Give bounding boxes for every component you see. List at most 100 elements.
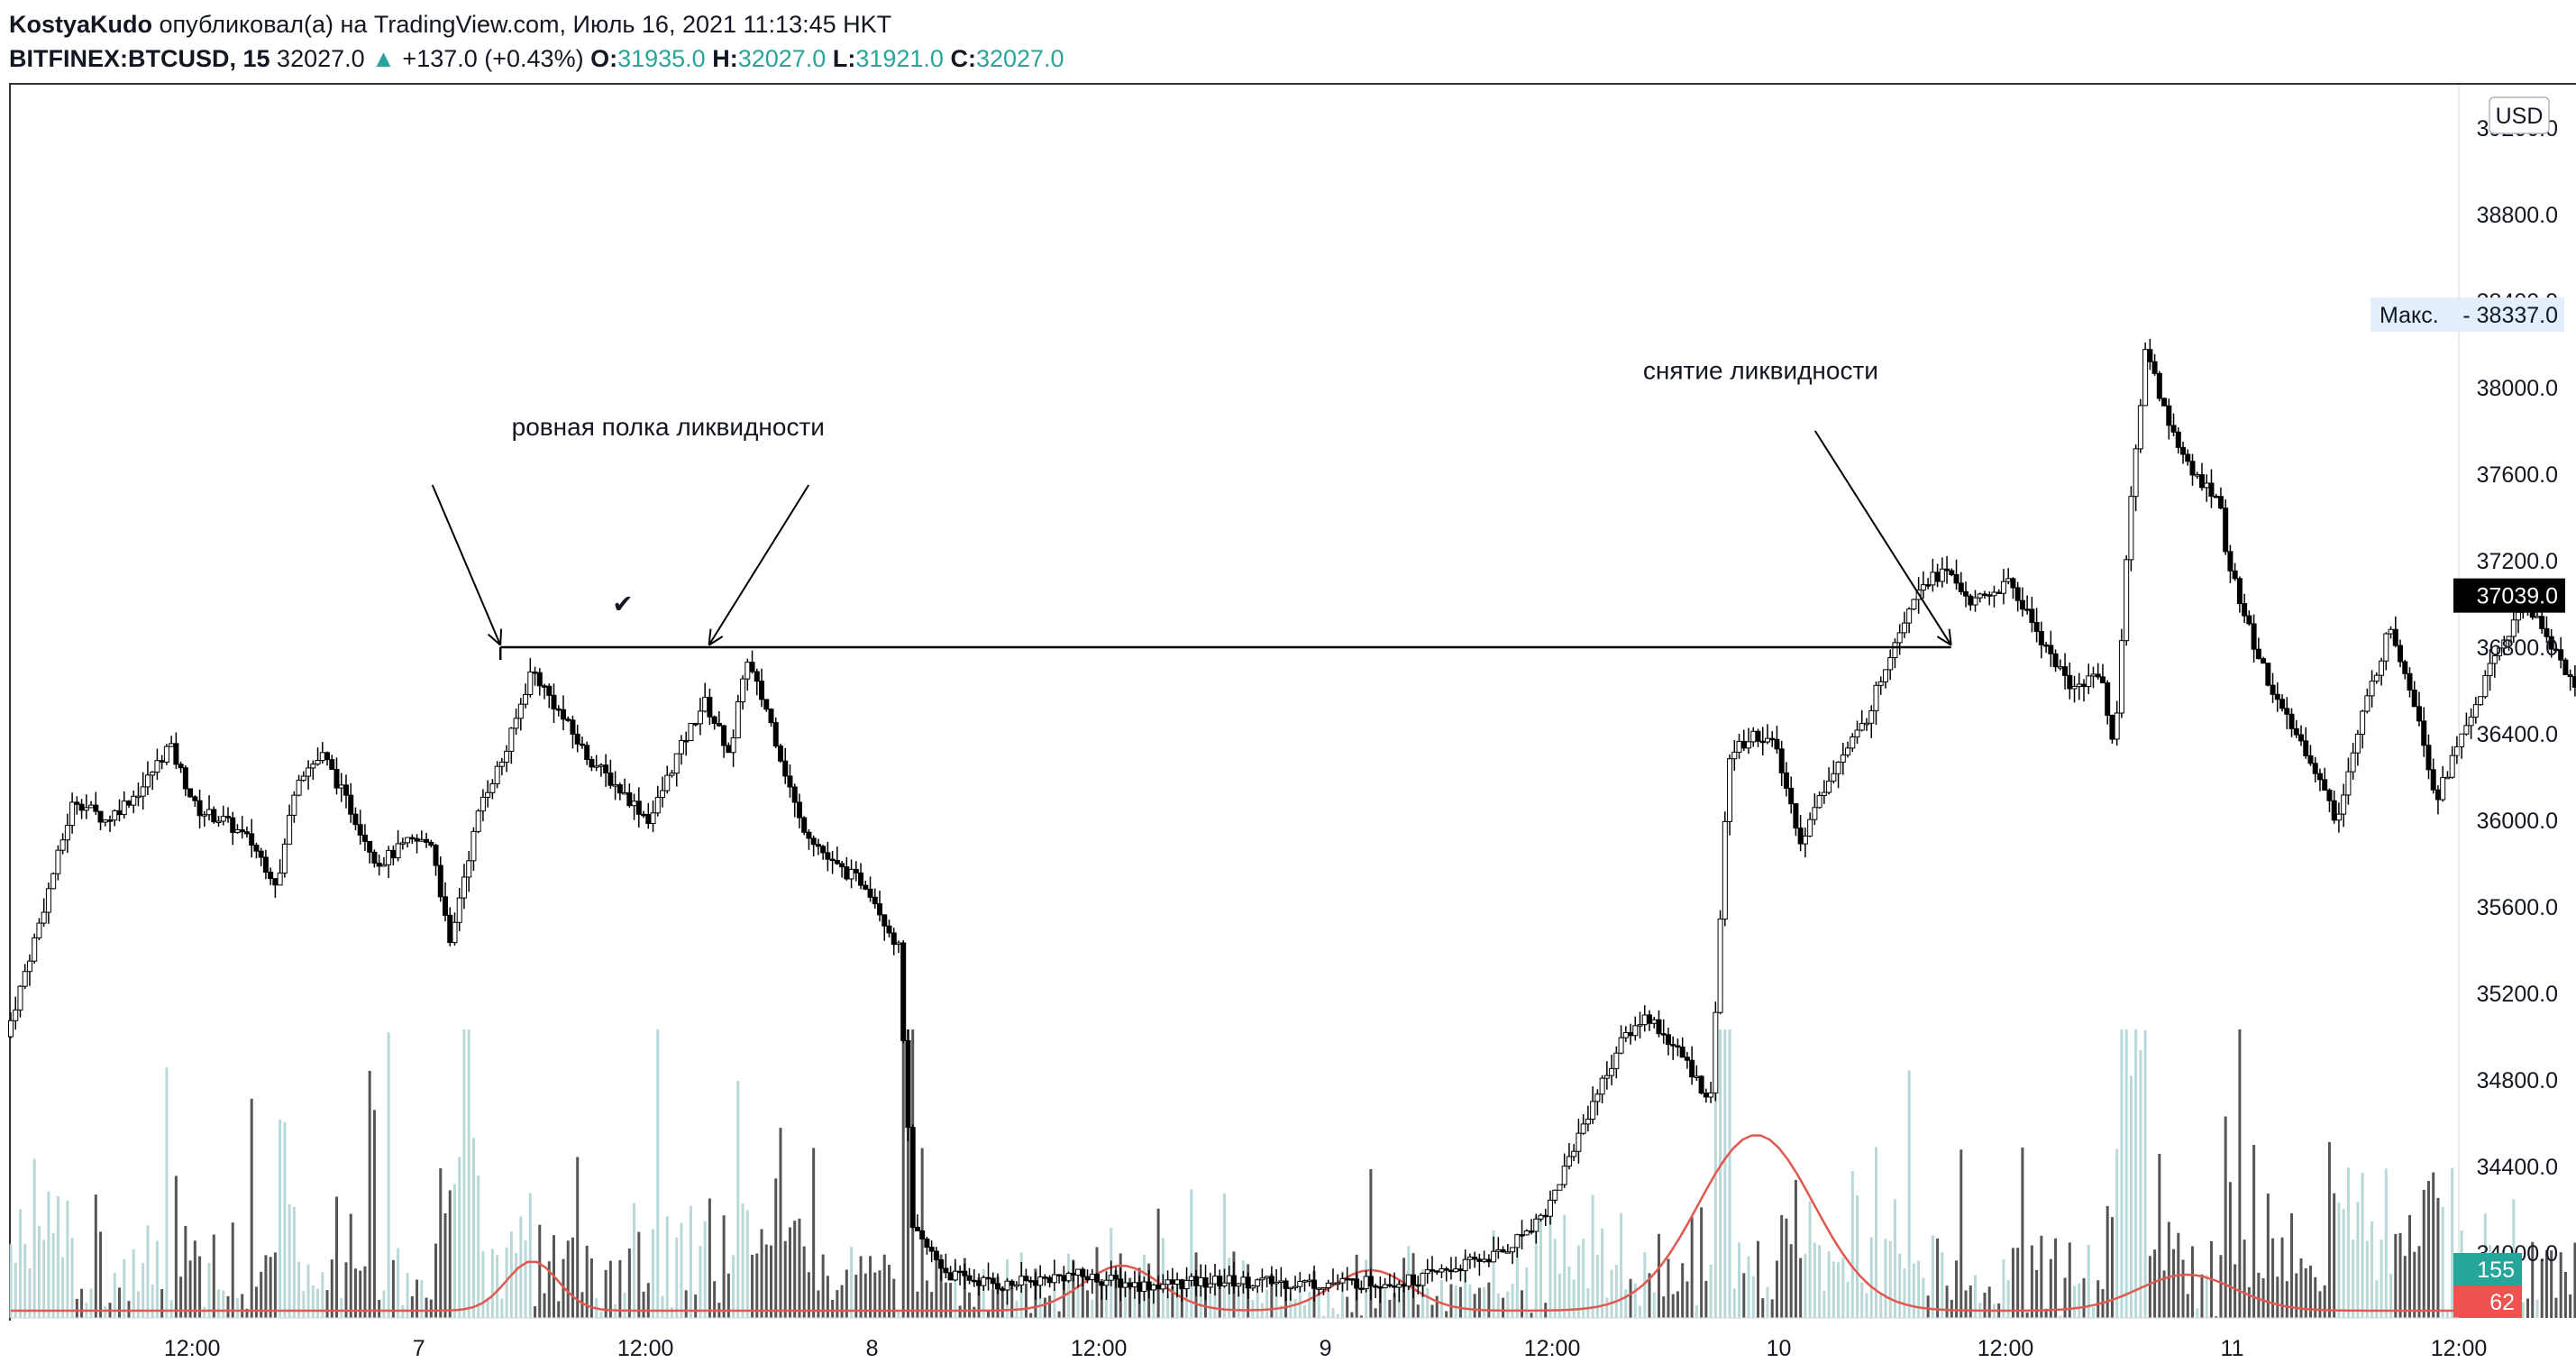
candle-body — [2411, 689, 2417, 708]
candle-body — [1802, 835, 1808, 845]
volume-bar — [1156, 1208, 1160, 1318]
volume-bar — [344, 1262, 348, 1318]
candle-body — [494, 765, 500, 784]
volume-bar — [1539, 1212, 1542, 1318]
volume-bar — [458, 1157, 461, 1318]
change-value: +137.0 (+0.43%) — [402, 45, 584, 72]
volume-bar — [2295, 1273, 2298, 1318]
time-tick-label: 8 — [866, 1336, 879, 1361]
volume-bar — [2394, 1233, 2398, 1318]
candle-body — [2407, 672, 2413, 691]
candle-body — [1056, 1274, 1063, 1276]
author-name[interactable]: KostyaKudo — [9, 11, 153, 38]
volume-bar — [32, 1158, 36, 1318]
candle-body — [2128, 496, 2134, 561]
volume-bar — [1359, 1315, 1363, 1318]
volume-bar — [670, 1307, 673, 1318]
volume-bar — [231, 1222, 234, 1318]
volume-bar — [104, 1306, 107, 1318]
candle-body — [2350, 752, 2356, 773]
volume-badge-label: 62 — [2489, 1290, 2515, 1315]
volume-bar — [179, 1276, 183, 1318]
volume-bar — [2162, 1270, 2166, 1318]
candle-body — [2242, 603, 2248, 617]
current-price-value: 37039.0 — [2477, 584, 2558, 609]
candle-body — [612, 784, 618, 787]
candle-body — [947, 1272, 954, 1281]
volume-bar — [174, 1175, 178, 1318]
volume-bar — [680, 1222, 683, 1318]
volume-bar — [61, 1257, 65, 1318]
volume-bar — [481, 1250, 485, 1318]
candle-body — [234, 829, 241, 833]
candle-body — [1103, 1279, 1110, 1286]
volume-bar — [869, 1256, 872, 1318]
candle-body — [1769, 737, 1776, 741]
volume-bar — [2563, 1271, 2567, 1318]
candle-body — [2316, 773, 2323, 781]
volume-bar — [1572, 1279, 1576, 1318]
candle-body — [886, 925, 892, 934]
candle-body — [418, 838, 425, 842]
candle-body — [2151, 361, 2158, 374]
volume-bar — [2172, 1249, 2176, 1318]
volume-bar — [2110, 1217, 2114, 1318]
volume-bar — [821, 1254, 825, 1318]
candle-body — [1774, 738, 1780, 750]
volume-bar — [589, 1258, 593, 1318]
time-tick-label: 12:00 — [164, 1336, 221, 1361]
high-value: 32027.0 — [737, 45, 827, 72]
candle-body — [730, 737, 736, 754]
volume-bar — [1766, 1286, 1769, 1318]
volume-bar — [2261, 1278, 2265, 1318]
symbol-label[interactable]: BITFINEX:BTCUSD, 15 — [9, 45, 270, 72]
candle-body — [2142, 349, 2149, 407]
candle-body — [617, 784, 623, 794]
candle-body — [1354, 1278, 1360, 1289]
volume-bar — [2059, 1315, 2062, 1318]
volume-bar — [467, 1029, 470, 1318]
candle-body — [2562, 659, 2569, 676]
volume-bar — [288, 1203, 291, 1318]
volume-bar — [1888, 1240, 1892, 1318]
candle-body — [2567, 674, 2573, 678]
candle-body — [683, 740, 690, 743]
candle-body — [2095, 673, 2101, 678]
candle-body — [1165, 1279, 1171, 1285]
candle-body — [919, 1230, 926, 1239]
candle-body — [1156, 1285, 1162, 1290]
candle-body — [55, 849, 61, 874]
price-tick-label: 36400.0 — [2477, 722, 2558, 747]
volume-bar — [873, 1272, 877, 1318]
volume-bar — [1620, 1212, 1623, 1318]
volume-bar — [1279, 1305, 1283, 1318]
candle-body — [985, 1276, 991, 1280]
volume-bar — [1175, 1281, 1179, 1318]
volume-bar — [188, 1260, 192, 1318]
volume-bar — [340, 1298, 343, 1318]
volume-bar — [2554, 1297, 2558, 1318]
volume-bar — [222, 1290, 225, 1318]
chart-frame[interactable] — [9, 83, 2576, 1321]
volume-bar — [2011, 1248, 2014, 1318]
annotation-arrow-head — [1948, 628, 1952, 645]
volume-bar — [1595, 1254, 1599, 1318]
volume-badge-ma — [2453, 1285, 2522, 1318]
candle-body — [1722, 820, 1728, 920]
time-tick-label: 7 — [413, 1336, 425, 1361]
candle-body — [542, 685, 548, 688]
time-tick-label: 12:00 — [1524, 1336, 1581, 1361]
candle-body — [1485, 1258, 1492, 1263]
volume-bar — [722, 1215, 726, 1318]
candle-body — [2463, 725, 2470, 735]
candle-body — [635, 800, 642, 815]
candle-body — [173, 743, 179, 765]
volume-bar — [1530, 1313, 1533, 1318]
candle-body — [2223, 508, 2229, 553]
volume-bar — [1837, 1262, 1841, 1318]
volume-bar — [1931, 1235, 1934, 1318]
candle-body — [740, 678, 746, 703]
volume-bar — [1926, 1295, 1930, 1318]
candle-body — [2062, 666, 2069, 676]
